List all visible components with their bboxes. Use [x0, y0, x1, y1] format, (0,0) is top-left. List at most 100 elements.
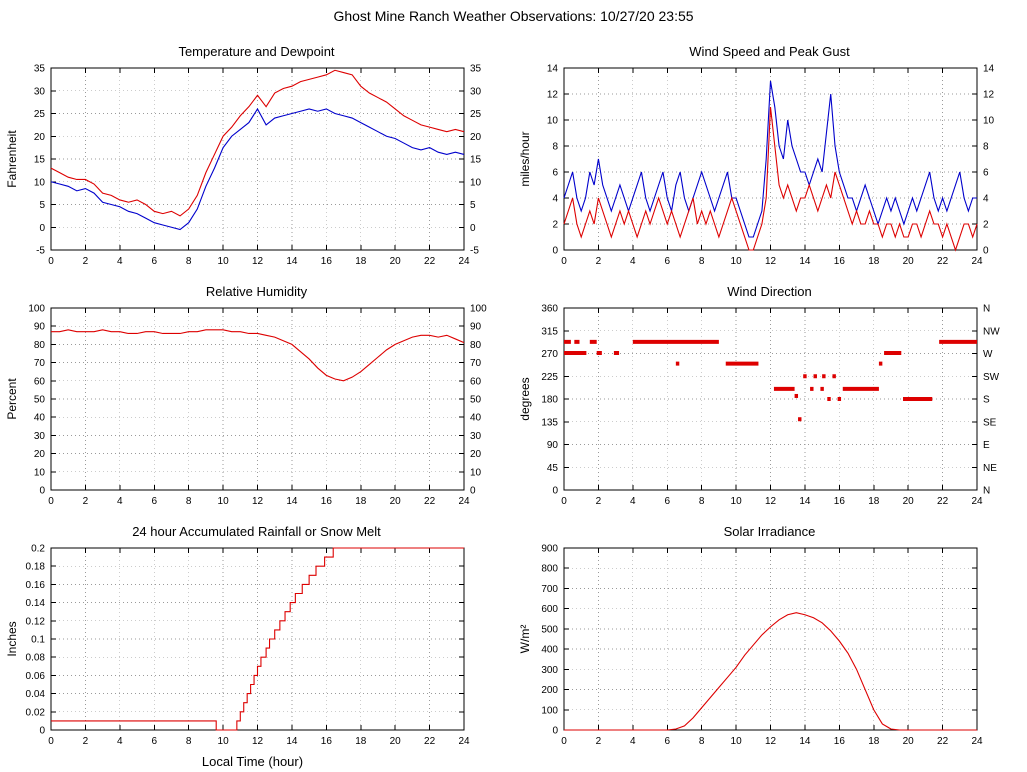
svg-text:0: 0 [470, 223, 476, 234]
svg-text:315: 315 [541, 326, 558, 337]
svg-text:225: 225 [541, 372, 558, 383]
svg-text:24: 24 [971, 496, 983, 507]
svg-text:0.02: 0.02 [26, 707, 46, 718]
chart-wind-direction: Wind Direction degrees 0 N 45 NE 90 E 135 SE 180… [513, 274, 1026, 514]
svg-text:6: 6 [151, 256, 157, 267]
svg-text:S: S [983, 395, 990, 406]
svg-text:0: 0 [48, 496, 54, 507]
chart-temperature-dewpoint: Temperature and Dewpoint Fahrenheit -5 -5… [0, 34, 513, 274]
svg-text:4: 4 [117, 736, 123, 747]
svg-text:SW: SW [983, 372, 1000, 383]
svg-text:-5: -5 [470, 246, 479, 257]
svg-text:90: 90 [34, 322, 46, 333]
svg-text:0: 0 [470, 486, 476, 497]
svg-text:24: 24 [458, 496, 470, 507]
svg-text:14: 14 [286, 496, 298, 507]
svg-text:24: 24 [458, 256, 470, 267]
svg-text:40: 40 [34, 413, 46, 424]
svg-text:25: 25 [470, 109, 482, 120]
svg-text:6: 6 [664, 256, 670, 267]
svg-text:12: 12 [983, 90, 995, 101]
svg-text:14: 14 [547, 64, 559, 75]
svg-text:22: 22 [937, 496, 949, 507]
svg-text:0.04: 0.04 [26, 689, 46, 700]
svg-text:0: 0 [552, 726, 558, 737]
y-axis-label: degrees [518, 377, 532, 420]
svg-text:100: 100 [28, 304, 45, 315]
svg-text:8: 8 [186, 256, 192, 267]
svg-text:10: 10 [983, 116, 995, 127]
svg-text:0: 0 [39, 726, 45, 737]
svg-text:2: 2 [596, 256, 602, 267]
svg-text:W: W [983, 349, 993, 360]
svg-text:10: 10 [731, 496, 743, 507]
svg-text:14: 14 [983, 64, 995, 75]
svg-text:20: 20 [903, 496, 915, 507]
svg-text:4: 4 [117, 496, 123, 507]
svg-text:14: 14 [799, 256, 811, 267]
svg-text:15: 15 [34, 155, 46, 166]
svg-text:0: 0 [552, 486, 558, 497]
chart-title: Relative Humidity [205, 284, 308, 299]
svg-text:18: 18 [355, 256, 367, 267]
svg-text:2: 2 [596, 736, 602, 747]
svg-text:4: 4 [630, 496, 636, 507]
svg-text:22: 22 [424, 256, 436, 267]
svg-text:0: 0 [39, 486, 45, 497]
svg-text:400: 400 [541, 645, 558, 656]
svg-text:16: 16 [321, 256, 333, 267]
svg-text:700: 700 [541, 584, 558, 595]
svg-text:80: 80 [470, 340, 482, 351]
svg-text:90: 90 [470, 322, 482, 333]
chart-title: Solar Irradiance [723, 524, 816, 539]
plot-area-rainfall: Inches 0 0.02 0.04 0.06 0.08 0.1 0.12 0.14 0.16 0… [5, 544, 470, 748]
svg-text:360: 360 [541, 304, 558, 315]
svg-text:20: 20 [903, 256, 915, 267]
svg-text:16: 16 [321, 736, 333, 747]
svg-text:5: 5 [470, 200, 476, 211]
svg-text:300: 300 [541, 665, 558, 676]
svg-text:SE: SE [983, 417, 997, 428]
svg-text:30: 30 [470, 86, 482, 97]
svg-text:0.1: 0.1 [31, 635, 45, 646]
svg-text:24: 24 [971, 256, 983, 267]
svg-text:0.2: 0.2 [31, 544, 45, 555]
svg-text:10: 10 [218, 256, 230, 267]
svg-text:12: 12 [252, 256, 264, 267]
svg-text:8: 8 [552, 142, 558, 153]
svg-text:8: 8 [983, 142, 989, 153]
svg-text:45: 45 [547, 463, 559, 474]
svg-text:24: 24 [458, 736, 470, 747]
svg-text:24: 24 [971, 736, 983, 747]
svg-text:60: 60 [470, 376, 482, 387]
chart-solar-irradiance: Solar Irradiance W/m² 0 100 200 300 400 500 60… [513, 514, 1026, 772]
svg-text:70: 70 [470, 358, 482, 369]
svg-text:0.06: 0.06 [26, 671, 46, 682]
svg-text:E: E [983, 440, 990, 451]
svg-text:50: 50 [470, 395, 482, 406]
svg-text:0.14: 0.14 [26, 598, 46, 609]
svg-text:5: 5 [39, 200, 45, 211]
svg-text:14: 14 [286, 256, 298, 267]
svg-text:20: 20 [390, 496, 402, 507]
svg-text:0: 0 [48, 736, 54, 747]
svg-text:0: 0 [561, 736, 567, 747]
svg-text:18: 18 [868, 736, 880, 747]
svg-text:135: 135 [541, 417, 558, 428]
svg-text:8: 8 [699, 256, 705, 267]
svg-text:800: 800 [541, 564, 558, 575]
svg-text:35: 35 [470, 64, 482, 75]
svg-text:0.08: 0.08 [26, 653, 46, 664]
svg-text:8: 8 [186, 736, 192, 747]
svg-text:14: 14 [799, 736, 811, 747]
svg-text:12: 12 [252, 736, 264, 747]
svg-text:10: 10 [731, 736, 743, 747]
svg-text:NW: NW [983, 326, 1000, 337]
svg-text:12: 12 [765, 496, 777, 507]
svg-text:18: 18 [868, 256, 880, 267]
